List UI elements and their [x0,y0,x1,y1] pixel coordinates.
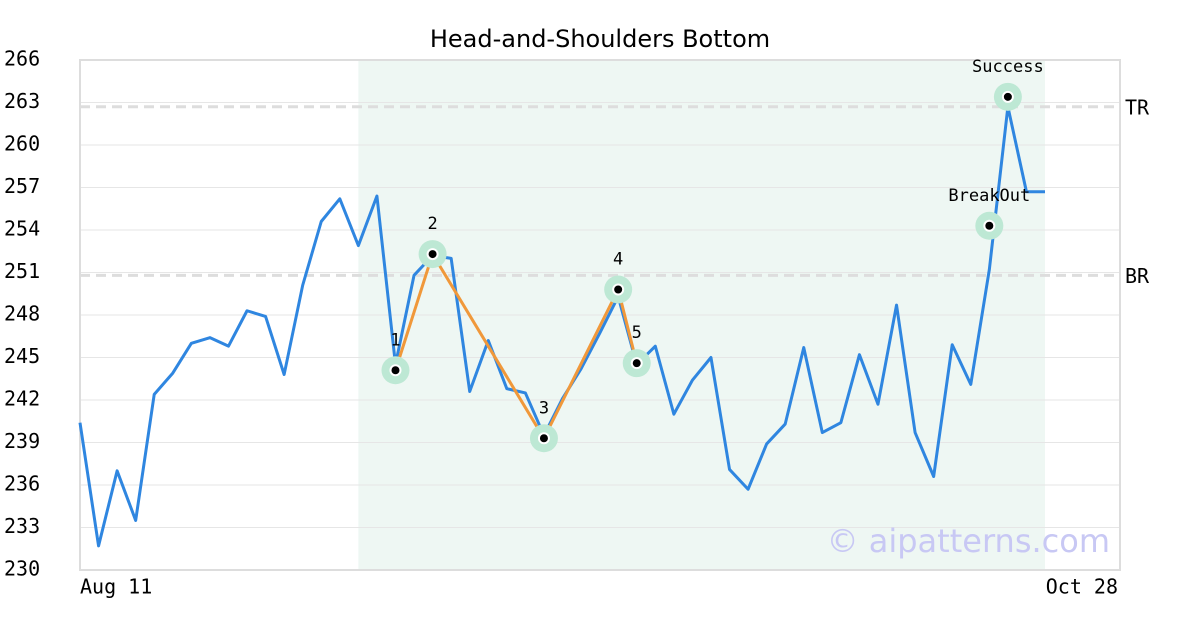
annotation-label: Success [972,57,1044,77]
y-tick-label: 260 [4,132,40,156]
x-tick-label: Oct 28 [1046,575,1118,599]
y-tick-label: 251 [4,259,40,283]
y-tick-label: 242 [4,387,40,411]
pattern-point-dot [426,248,439,261]
pattern-point-label: 5 [632,323,642,343]
watermark: © aipatterns.com [827,522,1110,560]
pattern-point-dot [389,364,402,377]
y-tick-label: 257 [4,174,40,198]
annotation-point-dot [983,219,996,232]
y-tick-label: 254 [4,217,40,241]
level-label: TR [1125,95,1150,119]
pattern-point-label: 4 [613,250,623,270]
pattern-point-dot [612,283,625,296]
y-tick-label: 239 [4,429,40,453]
chart-title: Head-and-Shoulders Bottom [430,25,770,53]
plot-border [79,59,1121,571]
pattern-point-dot [630,357,643,370]
pattern-point-label: 2 [427,214,437,234]
x-tick-label: Aug 11 [80,575,152,599]
y-tick-label: 248 [4,302,40,326]
pattern-point-label: 1 [390,330,400,350]
y-tick-label: 245 [4,344,40,368]
y-tick-label: 236 [4,472,40,496]
annotation-point-dot [1001,90,1014,103]
y-tick-label: 266 [4,47,40,71]
annotation-label: BreakOut [948,186,1030,206]
pattern-point-label: 3 [539,398,549,418]
level-label: BR [1125,264,1150,288]
y-tick-label: 263 [4,89,40,113]
y-tick-label: 230 [4,557,40,581]
pattern-point-dot [537,432,550,445]
y-tick-label: 233 [4,514,40,538]
